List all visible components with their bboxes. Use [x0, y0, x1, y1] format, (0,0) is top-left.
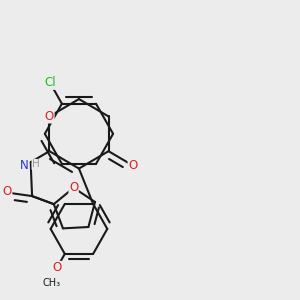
Text: N: N — [20, 159, 29, 172]
Text: O: O — [69, 181, 78, 194]
Text: O: O — [128, 159, 137, 172]
Text: O: O — [45, 110, 54, 123]
Text: Cl: Cl — [44, 76, 56, 89]
Text: H: H — [32, 159, 40, 170]
Text: O: O — [3, 185, 12, 198]
Text: O: O — [52, 261, 62, 274]
Text: CH₃: CH₃ — [42, 278, 60, 288]
